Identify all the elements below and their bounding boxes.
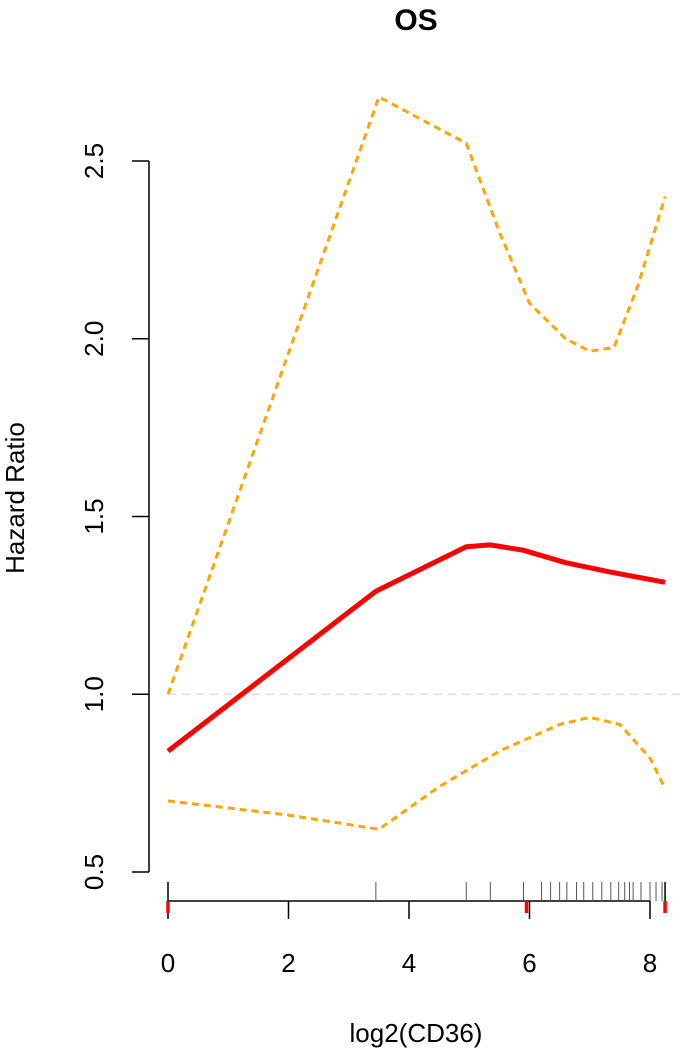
plot-area: 0.5 1.0 1.5 2.0 2.5 0 2 4 6 8	[79, 95, 685, 978]
chart-title: OS	[394, 4, 437, 37]
lower-ci-line	[167, 715, 667, 831]
x-tick-label: 6	[522, 948, 536, 978]
y-axis-label: Hazard Ratio	[0, 422, 30, 574]
hazard-ratio-line	[166, 542, 666, 754]
y-tick-label: 2.5	[79, 143, 109, 179]
x-axis-label: log2(CD36)	[350, 1018, 483, 1048]
x-tick-label: 0	[161, 948, 175, 978]
y-tick-label: 2.0	[79, 321, 109, 357]
y-tick-label: 1.0	[79, 676, 109, 712]
y-tick-label: 1.5	[79, 498, 109, 534]
x-tick-label: 8	[643, 948, 657, 978]
x-tick-label: 4	[402, 948, 416, 978]
x-tick-label: 2	[281, 948, 295, 978]
upper-ci-line	[166, 95, 667, 695]
y-tick-label: 0.5	[79, 854, 109, 890]
